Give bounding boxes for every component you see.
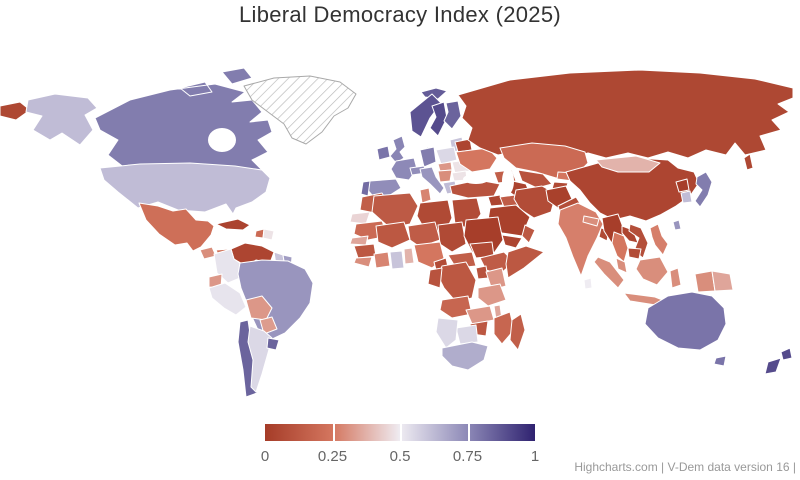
- country-uruguay[interactable]: [266, 337, 280, 351]
- country-papua-new-guinea[interactable]: [711, 270, 734, 292]
- legend-label-075: 0.75: [452, 448, 483, 465]
- country-united-states[interactable]: [99, 162, 271, 215]
- country-greenland[interactable]: [243, 75, 357, 145]
- country-guinea[interactable]: [353, 243, 377, 259]
- country-taiwan[interactable]: [672, 219, 682, 231]
- black-sea: [463, 174, 489, 184]
- country-new-zealand[interactable]: [764, 347, 793, 375]
- country-tanzania[interactable]: [477, 283, 507, 307]
- country-finland[interactable]: [443, 100, 462, 130]
- country-bolivia[interactable]: [245, 295, 273, 321]
- country-serbia[interactable]: [437, 169, 453, 183]
- country-kenya[interactable]: [485, 267, 507, 291]
- color-axis-legend: 0 0.25 0.5 0.75 1: [261, 424, 539, 468]
- legend-label-025: 0.25: [317, 448, 348, 465]
- country-poland[interactable]: [435, 146, 458, 165]
- country-italy[interactable]: [419, 166, 445, 195]
- country-angola[interactable]: [439, 295, 473, 319]
- credits-link[interactable]: Highcharts.com | V-Dem data version 16 |: [574, 460, 796, 474]
- country-iceland[interactable]: [420, 87, 448, 100]
- country-senegal[interactable]: [349, 235, 369, 246]
- country-philippines[interactable]: [649, 223, 669, 256]
- chart-title: Liberal Democracy Index (2025): [238, 2, 562, 27]
- legend-label-1: 1: [530, 448, 540, 465]
- legend-tick-line-50: [400, 424, 402, 441]
- country-canada[interactable]: [94, 67, 273, 177]
- country-portugal[interactable]: [360, 180, 371, 197]
- country-malaysia[interactable]: [615, 257, 628, 274]
- country-ivory-coast[interactable]: [373, 251, 391, 269]
- country-south-africa[interactable]: [441, 341, 489, 371]
- country-north-korea[interactable]: [675, 178, 690, 193]
- country-united-states-alaska[interactable]: [25, 93, 98, 146]
- country-somalia[interactable]: [505, 245, 545, 279]
- country-south-korea[interactable]: [680, 190, 693, 204]
- country-russia-chukotka[interactable]: [0, 101, 31, 121]
- country-algeria[interactable]: [371, 192, 419, 229]
- legend-tick-line-25: [332, 424, 335, 441]
- country-paraguay[interactable]: [259, 316, 278, 335]
- country-mexico[interactable]: [138, 202, 215, 252]
- country-mongolia[interactable]: [595, 155, 661, 173]
- country-dominican-republic[interactable]: [262, 228, 275, 241]
- country-mali[interactable]: [375, 221, 411, 249]
- country-australia[interactable]: [644, 291, 727, 367]
- country-guatemala[interactable]: [199, 246, 217, 260]
- country-ireland[interactable]: [376, 145, 391, 161]
- country-cuba[interactable]: [215, 218, 251, 231]
- country-liberia[interactable]: [353, 256, 373, 268]
- legend-labels: 0 0.25 0.5 0.75 1: [261, 448, 539, 468]
- legend-tick-line-75: [467, 424, 470, 441]
- country-madagascar[interactable]: [509, 313, 526, 351]
- legend-gradient-bar: [265, 424, 535, 441]
- country-republic-of-the-congo[interactable]: [427, 267, 443, 289]
- country-mozambique[interactable]: [493, 311, 515, 345]
- country-botswana[interactable]: [455, 324, 479, 345]
- country-sri-lanka[interactable]: [583, 277, 593, 290]
- country-germany[interactable]: [419, 146, 437, 168]
- country-iran[interactable]: [513, 185, 557, 219]
- country-ghana[interactable]: [389, 250, 405, 270]
- legend-label-05: 0.5: [389, 448, 411, 465]
- country-oman[interactable]: [521, 224, 536, 244]
- country-norway[interactable]: [409, 93, 442, 138]
- country-western-sahara[interactable]: [349, 211, 371, 225]
- hudson-bay: [208, 128, 236, 152]
- country-cambodia[interactable]: [627, 247, 642, 260]
- country-brazil[interactable]: [237, 259, 314, 342]
- country-uzbekistan[interactable]: [517, 169, 553, 189]
- legend-label-0: 0: [260, 448, 270, 465]
- caspian-sea: [502, 168, 514, 194]
- country-france[interactable]: [390, 157, 418, 181]
- country-yemen[interactable]: [501, 234, 523, 249]
- country-japan[interactable]: [694, 171, 713, 208]
- country-argentina[interactable]: [247, 325, 273, 393]
- country-sweden[interactable]: [429, 101, 448, 137]
- country-nepal[interactable]: [582, 215, 600, 227]
- country-dr-congo[interactable]: [437, 261, 477, 303]
- country-namibia[interactable]: [435, 317, 459, 349]
- country-peru[interactable]: [208, 282, 247, 316]
- country-chad[interactable]: [437, 221, 467, 253]
- country-benin[interactable]: [403, 247, 415, 265]
- country-tunisia[interactable]: [419, 187, 432, 204]
- country-united-kingdom[interactable]: [389, 135, 406, 164]
- country-china[interactable]: [565, 157, 700, 222]
